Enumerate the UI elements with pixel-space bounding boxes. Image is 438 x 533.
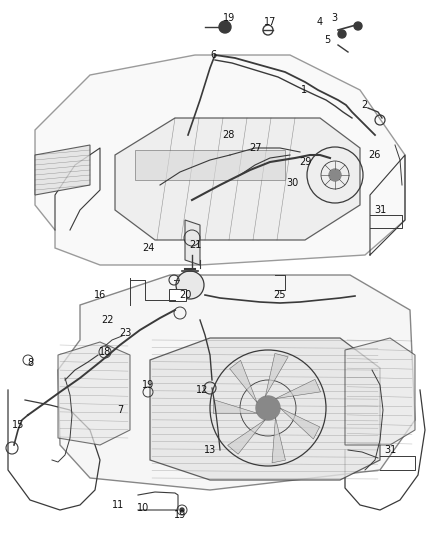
Text: 29: 29 <box>299 157 311 167</box>
Text: 19: 19 <box>142 380 154 390</box>
Polygon shape <box>35 145 90 195</box>
FancyBboxPatch shape <box>169 289 186 301</box>
Polygon shape <box>265 353 288 397</box>
Text: 31: 31 <box>384 445 396 455</box>
Polygon shape <box>345 338 415 445</box>
Text: 2: 2 <box>361 100 367 110</box>
Polygon shape <box>135 150 285 180</box>
Text: 22: 22 <box>101 315 113 325</box>
Text: 30: 30 <box>286 178 298 188</box>
Polygon shape <box>272 417 286 463</box>
Text: 3: 3 <box>331 13 337 23</box>
Circle shape <box>256 396 280 420</box>
Text: 10: 10 <box>137 503 149 513</box>
Text: 19: 19 <box>174 510 186 520</box>
Text: 25: 25 <box>274 290 286 300</box>
Text: 18: 18 <box>99 347 111 357</box>
Text: 20: 20 <box>179 290 191 300</box>
Circle shape <box>180 508 184 512</box>
Text: 26: 26 <box>368 150 380 160</box>
Polygon shape <box>280 408 320 439</box>
Text: 8: 8 <box>27 358 33 368</box>
Polygon shape <box>185 220 200 265</box>
Polygon shape <box>276 379 321 399</box>
Polygon shape <box>35 55 405 265</box>
Text: 17: 17 <box>264 17 276 27</box>
Text: 28: 28 <box>222 130 234 140</box>
Text: 11: 11 <box>112 500 124 510</box>
Polygon shape <box>150 338 380 480</box>
Polygon shape <box>230 360 257 403</box>
Polygon shape <box>58 342 130 445</box>
Text: 6: 6 <box>210 50 216 60</box>
Text: 23: 23 <box>119 328 131 338</box>
Circle shape <box>329 169 341 181</box>
Text: 24: 24 <box>142 243 154 253</box>
Text: 7: 7 <box>117 405 123 415</box>
Polygon shape <box>58 275 415 490</box>
Text: 12: 12 <box>196 385 208 395</box>
Circle shape <box>354 22 362 30</box>
Circle shape <box>219 21 231 33</box>
Text: 15: 15 <box>12 420 24 430</box>
Text: 13: 13 <box>204 445 216 455</box>
Polygon shape <box>213 400 257 414</box>
Text: 16: 16 <box>94 290 106 300</box>
Circle shape <box>338 30 346 38</box>
Polygon shape <box>228 419 265 454</box>
Text: 27: 27 <box>249 143 261 153</box>
Polygon shape <box>115 118 360 240</box>
Text: 5: 5 <box>324 35 330 45</box>
Text: 19: 19 <box>223 13 235 23</box>
Text: 1: 1 <box>301 85 307 95</box>
Text: 21: 21 <box>189 240 201 250</box>
Text: 4: 4 <box>317 17 323 27</box>
Circle shape <box>176 271 204 299</box>
Text: 31: 31 <box>374 205 386 215</box>
